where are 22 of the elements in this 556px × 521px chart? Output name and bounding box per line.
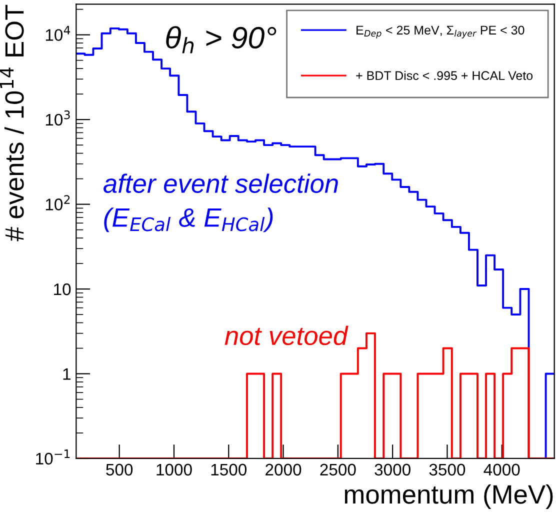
annotation: (E$_{ECal}$ & E$_{HCal}$) — [104, 208, 273, 232]
x-tick-label: 3000 — [374, 464, 410, 476]
x-tick-label: 2500 — [320, 464, 356, 476]
y-tick-label: 10 — [54, 283, 71, 296]
annotation: not vetoed — [224, 326, 348, 346]
annotation: θ$_{h}$ > 90° — [166, 26, 276, 54]
x-tick-label: 500 — [106, 464, 133, 476]
y-tick-label: 10$^{2}$ — [46, 195, 70, 210]
x-tick-label: 4000 — [484, 464, 520, 476]
y-tick-label: 1 — [63, 368, 70, 380]
y-tick-label: 10$^{3}$ — [46, 110, 70, 126]
x-axis-title: momentum (MeV) — [344, 484, 553, 510]
annotation: after event selection — [104, 174, 338, 193]
x-tick-label: 1000 — [156, 464, 192, 476]
x-tick-label: 1500 — [211, 464, 247, 476]
x-tick-label: 3500 — [429, 464, 466, 476]
y-tick-label: 10$^{4}$ — [46, 26, 70, 41]
x-tick-label: 2000 — [266, 464, 302, 476]
legend-label: + BDT Disc < .995 + HCAL Veto — [356, 70, 533, 80]
y-axis-title: # events / 10$^{14}$ EOT — [0, 4, 24, 242]
y-tick-label: 10$^{−1}$ — [36, 450, 70, 465]
legend-label: E$_{Dep}$ < 25 MeV, Σ$_{layer}$ PE < 30 — [356, 26, 524, 38]
